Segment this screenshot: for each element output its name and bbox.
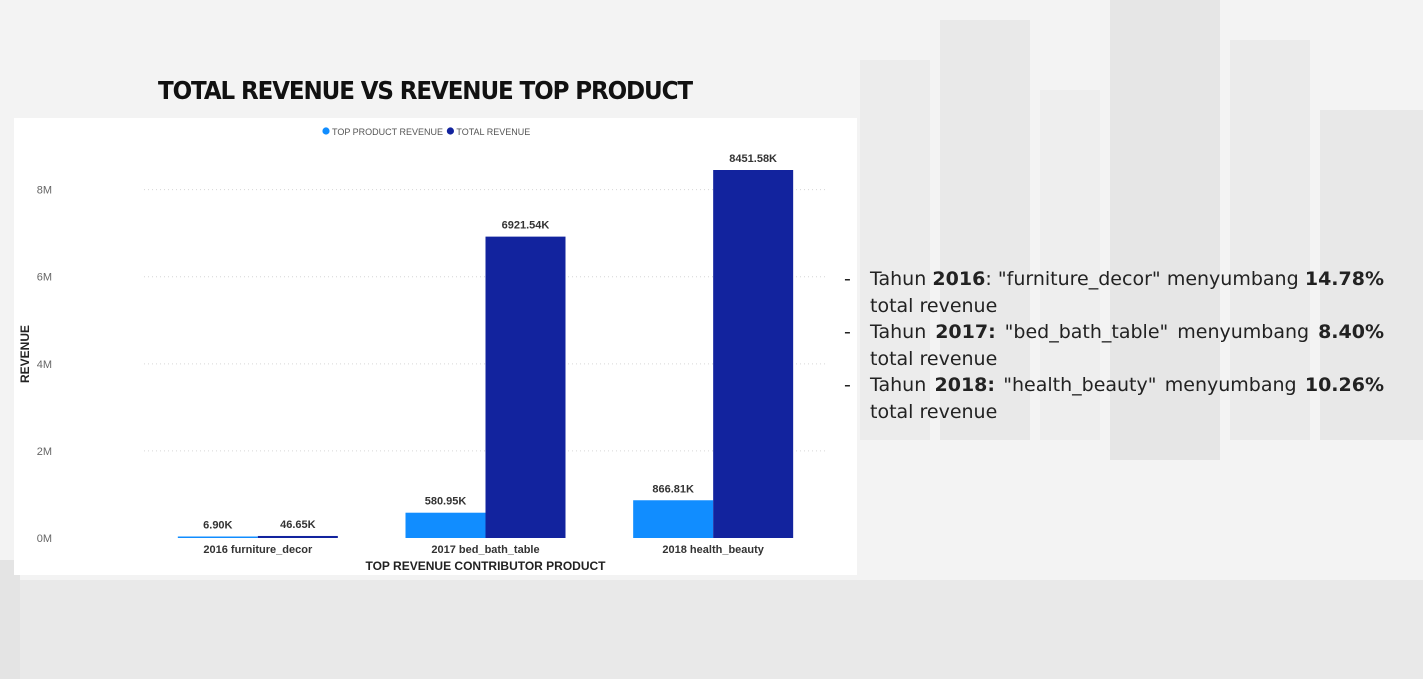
data-label: 6.90K (203, 520, 232, 532)
chart-panel: 0M 2M 4M 6M 8M REVENUE 6.90K 46.65K 2016 furnitu… (14, 118, 857, 575)
legend-label: TOP PRODUCT REVENUE (332, 127, 443, 137)
data-label: 866.81K (652, 483, 694, 495)
note-dash: - (844, 321, 851, 343)
note-item: - Tahun 2016: "furniture_decor" menyumba… (844, 266, 1384, 319)
data-label: 580.95K (425, 496, 467, 508)
bar-total (713, 170, 794, 538)
x-tick-label: 2017 bed_bath_table (431, 544, 539, 556)
x-tick-label: 2016 furniture_decor (203, 544, 313, 556)
y-tick-label: 2M (37, 446, 52, 458)
slide-title: TOTAL REVENUE VS REVENUE TOP PRODUCT (158, 76, 693, 105)
y-tick-label: 6M (37, 272, 52, 284)
legend-marker (322, 127, 330, 135)
notes-list: - Tahun 2016: "furniture_decor" menyumba… (844, 266, 1384, 425)
note-item: - Tahun 2017: "bed_bath_table" menyumban… (844, 319, 1384, 372)
y-tick-label: 0M (37, 533, 52, 545)
legend-label: TOTAL REVENUE (456, 127, 530, 137)
note-text: Tahun 2018: "health_beauty" menyumbang 1… (870, 374, 1384, 423)
revenue-bar-chart: 0M 2M 4M 6M 8M REVENUE 6.90K 46.65K 2016 furnitu… (18, 127, 827, 573)
data-label: 8451.58K (729, 153, 777, 165)
x-tick-label: 2018 health_beauty (662, 544, 764, 556)
bar-top-product (633, 500, 714, 538)
y-tick-label: 8M (37, 185, 52, 197)
data-label: 46.65K (280, 519, 316, 531)
note-text: Tahun 2016: "furniture_decor" menyumbang… (870, 268, 1384, 317)
bar-total (485, 236, 566, 538)
y-axis-title: REVENUE (18, 325, 32, 383)
bar-top-product (177, 536, 258, 538)
y-tick-label: 4M (37, 359, 52, 371)
note-dash: - (844, 268, 851, 290)
bar-top-product (405, 512, 486, 538)
bar-total (257, 535, 338, 538)
x-axis-title: TOP REVENUE CONTRIBUTOR PRODUCT (365, 559, 606, 573)
legend-marker (446, 127, 454, 135)
note-item: - Tahun 2018: "health_beauty" menyumbang… (844, 372, 1384, 425)
note-text: Tahun 2017: "bed_bath_table" menyumbang … (870, 321, 1384, 370)
note-dash: - (844, 374, 851, 396)
data-label: 6921.54K (502, 220, 550, 232)
